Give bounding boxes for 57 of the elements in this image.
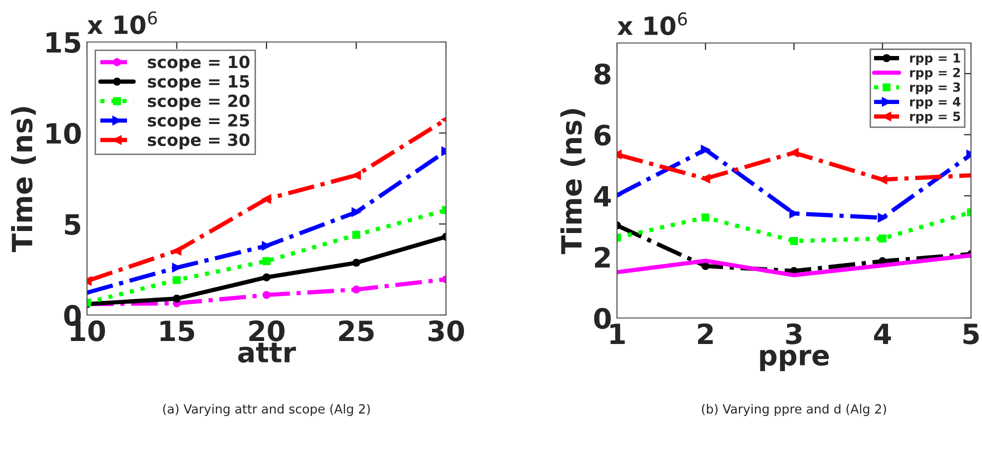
x-axis-title: attr [238, 342, 296, 363]
point [172, 276, 181, 284]
point [878, 234, 886, 243]
x-tick-label: 5 [963, 324, 979, 344]
point [790, 237, 798, 245]
legend-label: scope = 15 [148, 75, 250, 91]
point [262, 194, 272, 204]
legend-label: rpp = 5 [910, 112, 960, 124]
y-axis-title: Time (ns) [11, 107, 36, 252]
point [172, 294, 181, 303]
y-tick-label: 8 [594, 63, 610, 85]
x-tick-label: 1 [610, 324, 625, 344]
y-tick-label: 10 [46, 122, 81, 144]
point [262, 241, 272, 251]
text: x 10$^{6}$ [87, 11, 157, 34]
y-tick-label: 0 [594, 308, 611, 329]
point [702, 213, 710, 222]
y-tick-label: 2 [595, 246, 610, 268]
point [700, 174, 710, 184]
point [262, 273, 270, 282]
y-tick-label: 5 [64, 214, 80, 235]
point [352, 207, 361, 217]
point [352, 230, 360, 239]
legend-label: scope = 20 [148, 94, 250, 110]
point [352, 258, 360, 267]
legend-label: rpp = 4 [910, 97, 960, 109]
point [702, 262, 710, 270]
x-tick-label: 25 [339, 320, 374, 342]
point [262, 290, 270, 299]
text: (b) Varying ppre and d (Alg 2) [702, 404, 886, 416]
legend-label: rpp = 2 [910, 68, 960, 80]
y-tick-label: 6 [594, 124, 611, 146]
y-tick-label: 4 [594, 186, 611, 206]
y-tick-label: 15 [46, 32, 80, 53]
point [789, 148, 799, 158]
x-axis-title: ppre [760, 350, 829, 372]
x-tick-label: 15 [160, 320, 194, 342]
x-tick-label: 30 [428, 320, 464, 342]
point [352, 170, 361, 180]
legend-label: scope = 25 [148, 114, 250, 130]
x-tick-label: 3 [786, 323, 802, 344]
legend-label: scope = 30 [148, 133, 250, 150]
point [878, 213, 888, 222]
y-axis-title: Time (ns) [560, 109, 586, 254]
text: (a) Varying attr and scope (Alg 2) [163, 404, 370, 416]
legend-label: rpp = 1 [910, 53, 960, 66]
x-tick-label: 20 [249, 320, 284, 342]
point [262, 257, 270, 266]
text: x 10$^{6}$ [617, 12, 687, 36]
legend-label: scope = 10 [148, 56, 250, 72]
x-tick-label: 4 [874, 324, 891, 344]
point [172, 246, 182, 256]
point [878, 174, 888, 184]
point [700, 144, 710, 154]
x-tick-label: 2 [698, 323, 713, 344]
legend-label: rpp = 3 [910, 82, 960, 94]
point [352, 286, 360, 294]
